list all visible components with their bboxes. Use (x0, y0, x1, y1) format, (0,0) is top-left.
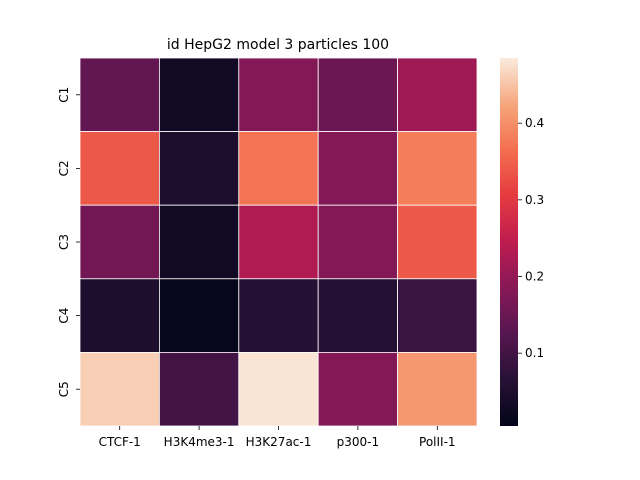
heatmap-cell-C1-CTCF-1 (79, 57, 160, 132)
x-tick-label: H3K27ac-1 (246, 435, 312, 449)
x-axis: CTCF-1 H3K4me3-1 H3K27ac-1 p300-1 PolII-1 (99, 426, 456, 449)
heatmap-cell-C1-H3K4me3-1 (158, 57, 240, 132)
heatmap-cell-C2-PolII-1 (397, 131, 478, 206)
y-tick-label: C3 (57, 234, 71, 250)
heatmap-cell-C4-p300-1 (317, 278, 399, 353)
heatmap-cell-C1-H3K27ac-1 (238, 57, 319, 132)
colorbar-tick-label: 0.4 (525, 116, 544, 130)
heatmap-cell-C4-H3K27ac-1 (238, 278, 319, 353)
x-tick-label: p300-1 (337, 435, 380, 449)
colorbar: 0.1 0.2 0.3 0.4 (500, 58, 544, 426)
heatmap-cell-C4-CTCF-1 (79, 278, 160, 353)
heatmap-cell-C3-CTCF-1 (79, 204, 160, 280)
y-tick-label: C5 (57, 381, 71, 397)
heatmap-cell-C2-CTCF-1 (79, 131, 160, 206)
heatmap-cell-C2-H3K4me3-1 (158, 131, 240, 206)
heatmap-cell-C1-p300-1 (317, 57, 399, 132)
x-tick-label: PolII-1 (419, 435, 456, 449)
heatmap-cell-C5-p300-1 (317, 351, 399, 427)
heatmap-cell-C4-PolII-1 (397, 278, 478, 353)
heatmap-cell-C5-H3K27ac-1 (238, 351, 319, 427)
heatmap-cell-C1-PolII-1 (397, 57, 478, 132)
heatmap-cell-C5-CTCF-1 (79, 351, 160, 427)
y-tick-label: C4 (57, 308, 71, 324)
heatmap-cells (79, 57, 478, 427)
x-tick-label: CTCF-1 (99, 435, 141, 449)
heatmap-cell-C3-H3K27ac-1 (238, 204, 319, 280)
heatmap-cell-C2-p300-1 (317, 131, 399, 206)
heatmap-cell-C4-H3K4me3-1 (158, 278, 240, 353)
y-tick-label: C2 (57, 160, 71, 176)
heatmap-cell-C3-PolII-1 (397, 204, 478, 280)
chart-title: id HepG2 model 3 particles 100 (167, 37, 389, 53)
colorbar-gradient (500, 58, 518, 426)
y-tick-label: C1 (57, 87, 71, 103)
heatmap-cell-C3-H3K4me3-1 (158, 204, 240, 280)
heatmap-cell-C5-PolII-1 (397, 351, 478, 427)
y-axis: C1 C2 C3 C4 C5 (57, 87, 80, 397)
colorbar-tick-label: 0.2 (525, 270, 544, 284)
colorbar-tick-label: 0.3 (525, 193, 544, 207)
heatmap-cell-C5-H3K4me3-1 (158, 351, 240, 427)
heatmap-cell-C3-p300-1 (317, 204, 399, 280)
x-tick-label: H3K4me3-1 (164, 435, 235, 449)
colorbar-tick-label: 0.1 (525, 346, 544, 360)
heatmap-cell-C2-H3K27ac-1 (238, 131, 319, 206)
